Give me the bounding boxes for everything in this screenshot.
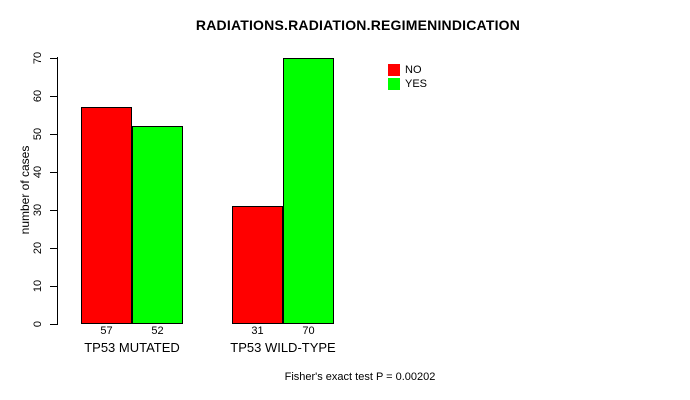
legend-label: NO	[405, 64, 422, 76]
y-tick-label: 60	[32, 89, 44, 103]
y-tick-mark	[50, 95, 58, 97]
legend-label: YES	[405, 78, 428, 90]
y-tick-label: 10	[32, 279, 44, 293]
footer-annotation: Fisher's exact test P = 0.00202	[284, 371, 436, 383]
legend-swatch-icon	[388, 78, 400, 90]
y-tick-mark	[50, 285, 58, 287]
y-tick-label: 40	[32, 165, 44, 179]
bar-value-label: 57	[100, 325, 113, 337]
legend: NO YES	[388, 63, 427, 91]
legend-item-no: NO	[388, 63, 427, 77]
bar-no-tp53-mutated	[81, 107, 132, 324]
y-tick-mark	[50, 209, 58, 211]
y-tick-mark	[50, 323, 58, 325]
y-tick-mark	[50, 133, 58, 135]
bar-yes-tp53-wild-type	[283, 58, 334, 324]
bar-value-label: 31	[251, 325, 264, 337]
y-tick-mark	[50, 171, 58, 173]
y-tick-label: 0	[32, 320, 44, 328]
y-tick-label: 70	[32, 51, 44, 65]
category-label-tp53-mutated: TP53 MUTATED	[84, 340, 180, 355]
bar-no-tp53-wild-type	[232, 206, 283, 324]
y-tick-label: 30	[32, 203, 44, 217]
y-tick-label: 20	[32, 241, 44, 255]
y-axis-label: number of cases	[18, 145, 32, 235]
bar-value-label: 52	[151, 325, 164, 337]
y-tick-mark	[50, 57, 58, 59]
category-label-tp53-wild-type: TP53 WILD-TYPE	[230, 340, 336, 355]
y-tick-mark	[50, 247, 58, 249]
y-tick-label: 50	[32, 127, 44, 141]
y-axis-line	[57, 57, 58, 325]
bar-value-label: 70	[302, 325, 315, 337]
legend-item-yes: YES	[388, 77, 427, 91]
legend-swatch-icon	[388, 64, 400, 76]
chart-title: RADIATIONS.RADIATION.REGIMENINDICATION	[195, 17, 521, 33]
bar-yes-tp53-mutated	[132, 126, 183, 324]
